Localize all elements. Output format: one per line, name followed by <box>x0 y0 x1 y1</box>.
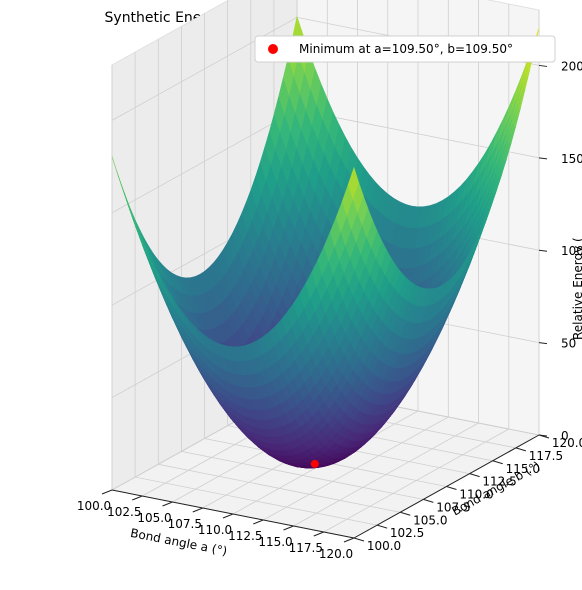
x-tick-label: 112.5 <box>228 529 262 543</box>
y-tick-mark <box>446 486 457 490</box>
x-tick-mark <box>192 507 203 513</box>
x-tick-label: 107.5 <box>168 517 202 531</box>
y-tick-label: 105.0 <box>413 513 447 527</box>
y-tick-label: 117.5 <box>529 449 563 463</box>
minimum-marker <box>310 459 319 468</box>
legend-marker <box>268 44 278 54</box>
z-tick-mark <box>538 249 548 252</box>
z-tick-label: 50 <box>561 337 576 351</box>
x-tick-label: 105.0 <box>137 511 171 525</box>
x-tick-mark <box>343 537 355 543</box>
y-tick-mark <box>376 524 388 529</box>
z-tick-mark <box>538 157 548 160</box>
z-tick-label: 0 <box>561 429 569 443</box>
y-tick-label: 102.5 <box>390 526 424 540</box>
z-tick-mark <box>538 342 548 345</box>
legend-label: Minimum at a=109.50°, b=109.50° <box>299 42 513 56</box>
y-tick-mark <box>353 537 365 542</box>
y-tick-label: 100.0 <box>367 539 401 553</box>
x-tick-mark <box>313 531 324 537</box>
y-tick-mark <box>423 498 434 503</box>
legend: Minimum at a=109.50°, b=109.50° <box>254 35 556 63</box>
surface-patch <box>317 246 329 276</box>
z-tick-label: 100 <box>561 244 582 258</box>
y-tick-label: 115.0 <box>506 462 540 476</box>
y-tick-label: 110.0 <box>459 488 493 502</box>
x-tick-mark <box>132 495 143 501</box>
tick-labels: 100.0102.5105.0107.5110.0112.5115.0117.5… <box>77 59 582 561</box>
x-tick-label: 115.0 <box>258 535 292 549</box>
z-tick-label: 150 <box>561 152 582 166</box>
z-axis-label: Relative Energy ( <box>571 237 582 340</box>
axes-group <box>101 64 550 543</box>
y-tick-mark <box>492 460 503 465</box>
x-tick-mark <box>162 501 173 507</box>
x-tick-mark <box>222 513 234 519</box>
z-tick-label: 200 <box>561 59 582 73</box>
x-tick-label: 102.5 <box>107 505 141 519</box>
y-tick-label: 120.0 <box>552 436 582 450</box>
y-tick-label: 107.5 <box>436 500 470 514</box>
energy-surface <box>111 15 540 469</box>
x-tick-label: 100.0 <box>77 499 111 513</box>
y-tick-mark <box>469 473 480 478</box>
y-tick-label: 112.5 <box>482 475 516 489</box>
x-tick-label: 120.0 <box>319 547 353 561</box>
z-tick-mark <box>538 434 548 437</box>
x-tick-mark <box>101 489 113 495</box>
x-tick-label: 110.0 <box>198 523 232 537</box>
x-tick-mark <box>283 525 294 531</box>
legend-box <box>254 35 556 63</box>
x-tick-label: 117.5 <box>289 541 323 555</box>
y-tick-mark <box>400 511 411 516</box>
z-tick-mark <box>538 64 548 67</box>
y-tick-mark <box>515 447 527 452</box>
x-tick-mark <box>253 519 264 525</box>
